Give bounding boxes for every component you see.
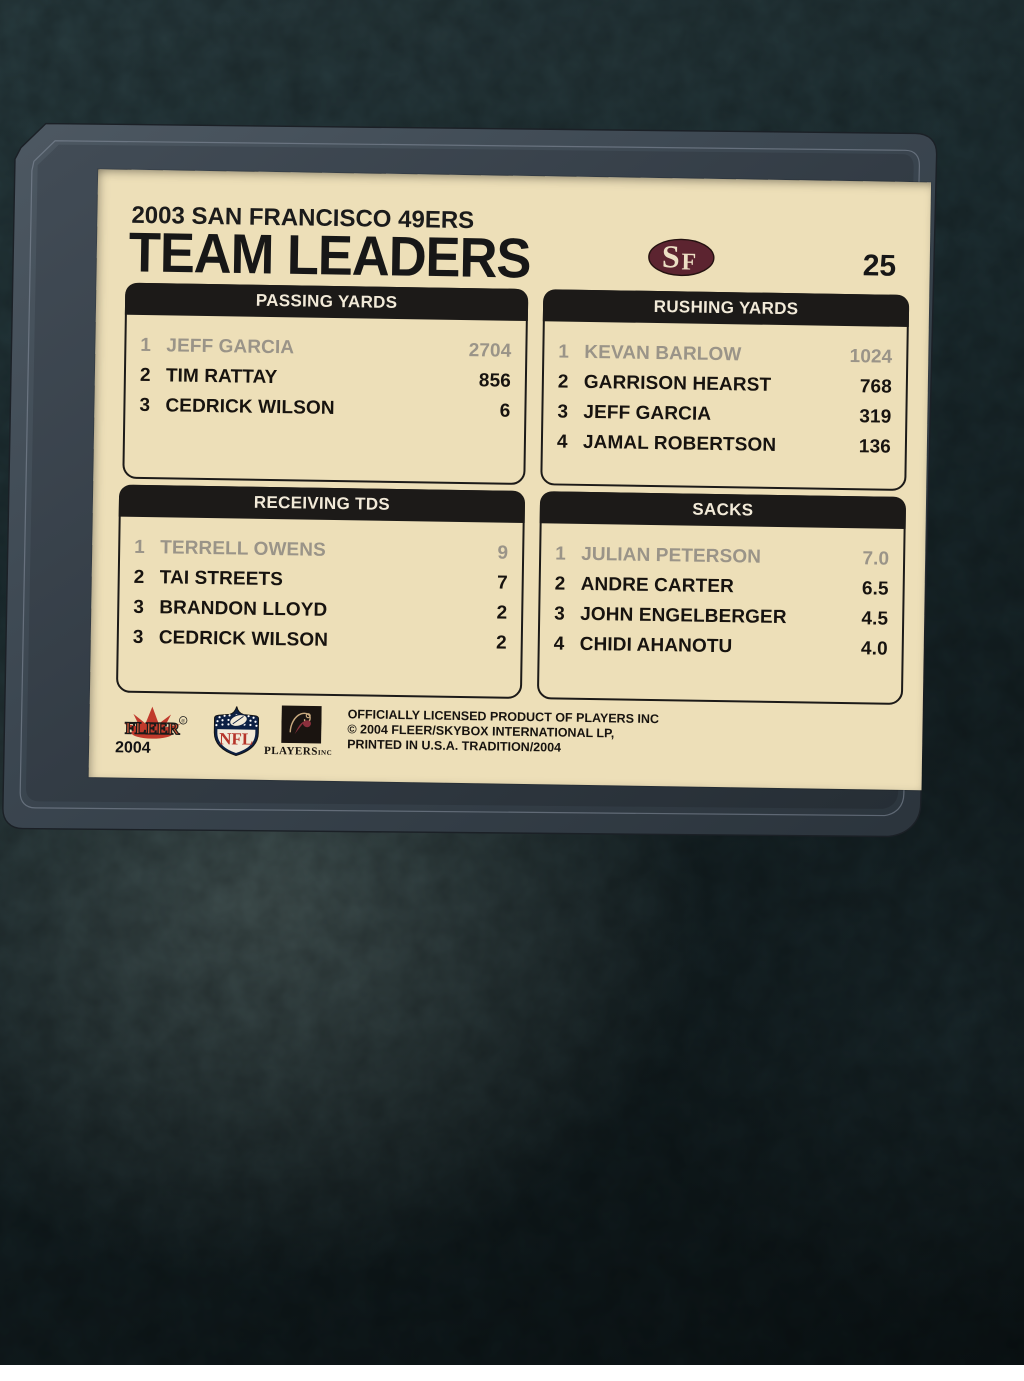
svg-text:S: S (662, 238, 680, 274)
svg-text:FLEER: FLEER (125, 719, 181, 739)
svg-text:®: ® (181, 718, 185, 725)
svg-text:F: F (681, 249, 696, 275)
svg-text:NFL: NFL (219, 729, 253, 749)
svg-text:2004: 2004 (115, 739, 151, 757)
